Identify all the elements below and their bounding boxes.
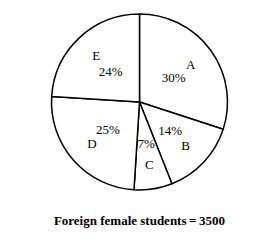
pie-slice <box>51 96 139 189</box>
data-label: 25% <box>96 122 120 137</box>
slices <box>51 14 227 190</box>
data-label: 14% <box>158 123 182 138</box>
slice-label: D <box>87 136 96 151</box>
slice-label: E <box>92 48 100 63</box>
slice-label: B <box>181 138 190 153</box>
pie-slice <box>52 14 140 102</box>
pie-chart: A30% B14% C 7% D25% E24% Foreign female studen… <box>0 0 279 252</box>
data-label: 30% <box>162 70 186 85</box>
data-label: 7% <box>137 136 155 151</box>
pie-slice <box>134 102 172 190</box>
chart-title: Foreign female students = 3500 <box>54 213 225 228</box>
slice-label: A <box>186 57 196 72</box>
data-label: 24% <box>99 64 123 79</box>
slice-label: C <box>145 157 154 172</box>
labels: A30% B14% C 7% D25% E24% <box>87 48 196 172</box>
chart-container: A30% B14% C 7% D25% E24% Foreign female studen… <box>0 0 279 252</box>
